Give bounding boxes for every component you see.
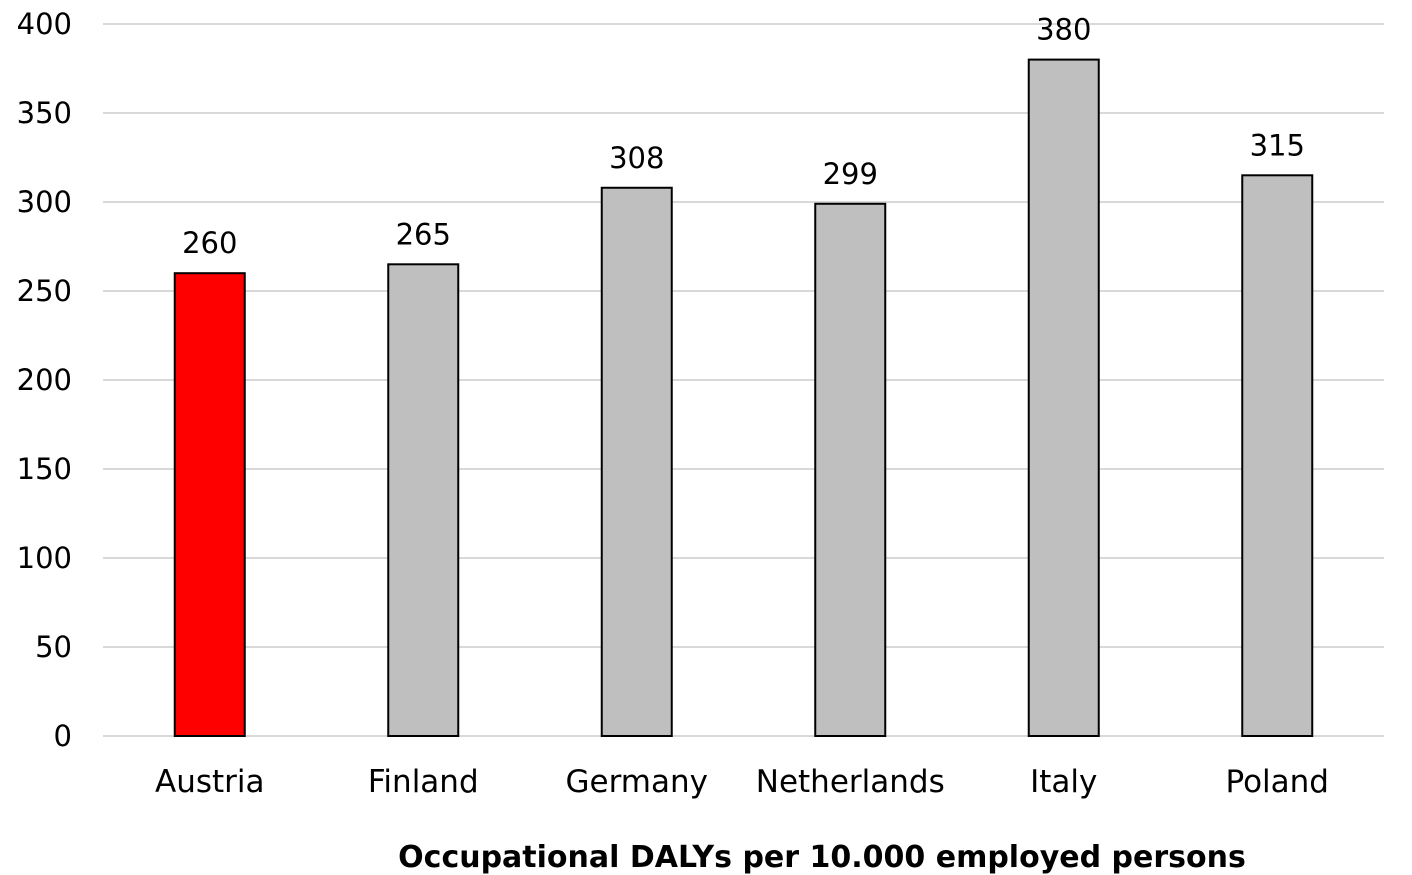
x-axis-title: Occupational DALYs per 10.000 employed p…: [398, 840, 1246, 875]
data-label: 315: [1250, 128, 1305, 162]
y-tick-label: 400: [17, 7, 72, 41]
category-label: Finland: [368, 764, 479, 800]
y-tick-label: 200: [17, 363, 72, 397]
bar-netherlands: [814, 202, 887, 737]
bar-finland: [387, 263, 460, 737]
y-tick-label: 300: [17, 185, 72, 219]
data-label: 380: [1036, 13, 1091, 47]
bar-germany: [600, 186, 673, 737]
data-label: 299: [823, 157, 878, 191]
y-tick-label: 150: [17, 452, 72, 486]
y-tick-label: 0: [54, 719, 72, 753]
y-tick-label: 100: [17, 541, 72, 575]
gridlines: [103, 23, 1384, 737]
y-tick-label: 50: [35, 630, 72, 664]
category-label: Italy: [1030, 764, 1097, 800]
bar-austria: [173, 272, 246, 737]
y-tick-label: 350: [17, 96, 72, 130]
data-label: 308: [609, 141, 664, 175]
y-axis-tick-labels: 0 50 100 150 200 250 300 350 400: [17, 7, 72, 753]
category-label: Netherlands: [756, 764, 945, 800]
data-label: 265: [396, 217, 451, 251]
data-label: 260: [182, 226, 237, 260]
bar-italy: [1027, 58, 1100, 738]
y-tick-label: 250: [17, 274, 72, 308]
category-label: Germany: [566, 764, 708, 800]
bars: [173, 58, 1314, 738]
category-label: Poland: [1226, 764, 1330, 800]
bar-poland: [1241, 174, 1314, 738]
x-axis-category-labels: Austria Finland Germany Netherlands Italy Pol…: [155, 764, 1329, 800]
data-labels: 260 265 308 299 380 315: [182, 13, 1305, 261]
category-label: Austria: [155, 764, 265, 800]
